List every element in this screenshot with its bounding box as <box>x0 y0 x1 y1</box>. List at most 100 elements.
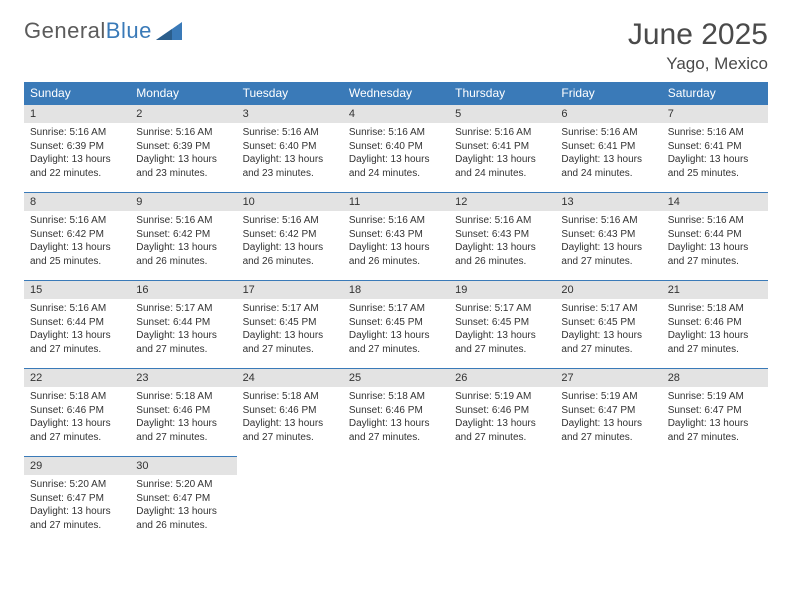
daylight-text-1: Daylight: 13 hours <box>30 329 124 343</box>
daylight-text-1: Daylight: 13 hours <box>668 417 762 431</box>
day-number: 3 <box>237 104 343 123</box>
daylight-text-2: and 22 minutes. <box>30 167 124 181</box>
daylight-text-1: Daylight: 13 hours <box>668 241 762 255</box>
day-number: 25 <box>343 368 449 387</box>
sunrise-text: Sunrise: 5:17 AM <box>561 302 655 316</box>
sunset-text: Sunset: 6:42 PM <box>243 228 337 242</box>
daylight-text-1: Daylight: 13 hours <box>561 329 655 343</box>
day-number: 10 <box>237 192 343 211</box>
sunset-text: Sunset: 6:41 PM <box>668 140 762 154</box>
daylight-text-1: Daylight: 13 hours <box>243 153 337 167</box>
calendar-cell <box>555 456 661 544</box>
sunset-text: Sunset: 6:46 PM <box>30 404 124 418</box>
daylight-text-2: and 26 minutes. <box>243 255 337 269</box>
calendar-cell: 24Sunrise: 5:18 AMSunset: 6:46 PMDayligh… <box>237 368 343 456</box>
sunset-text: Sunset: 6:42 PM <box>136 228 230 242</box>
sunset-text: Sunset: 6:46 PM <box>349 404 443 418</box>
calendar-cell: 1Sunrise: 5:16 AMSunset: 6:39 PMDaylight… <box>24 104 130 192</box>
calendar-cell <box>662 456 768 544</box>
daylight-text-1: Daylight: 13 hours <box>561 153 655 167</box>
calendar-cell: 25Sunrise: 5:18 AMSunset: 6:46 PMDayligh… <box>343 368 449 456</box>
calendar-cell: 21Sunrise: 5:18 AMSunset: 6:46 PMDayligh… <box>662 280 768 368</box>
daylight-text-1: Daylight: 13 hours <box>243 329 337 343</box>
day-number: 22 <box>24 368 130 387</box>
daylight-text-2: and 26 minutes. <box>455 255 549 269</box>
daylight-text-1: Daylight: 13 hours <box>668 153 762 167</box>
daylight-text-1: Daylight: 13 hours <box>349 153 443 167</box>
day-body: Sunrise: 5:16 AMSunset: 6:44 PMDaylight:… <box>24 299 130 362</box>
day-body: Sunrise: 5:16 AMSunset: 6:43 PMDaylight:… <box>555 211 661 274</box>
daylight-text-2: and 27 minutes. <box>455 343 549 357</box>
title-block: June 2025 Yago, Mexico <box>628 18 768 74</box>
weekday-sat: Saturday <box>662 82 768 104</box>
sunrise-text: Sunrise: 5:17 AM <box>136 302 230 316</box>
daylight-text-2: and 27 minutes. <box>668 343 762 357</box>
day-body: Sunrise: 5:16 AMSunset: 6:42 PMDaylight:… <box>24 211 130 274</box>
weekday-wed: Wednesday <box>343 82 449 104</box>
daylight-text-1: Daylight: 13 hours <box>561 417 655 431</box>
sunrise-text: Sunrise: 5:16 AM <box>668 214 762 228</box>
sunrise-text: Sunrise: 5:19 AM <box>668 390 762 404</box>
day-body: Sunrise: 5:17 AMSunset: 6:45 PMDaylight:… <box>555 299 661 362</box>
day-number: 11 <box>343 192 449 211</box>
day-number: 9 <box>130 192 236 211</box>
day-number: 15 <box>24 280 130 299</box>
sunset-text: Sunset: 6:41 PM <box>455 140 549 154</box>
month-title: June 2025 <box>628 18 768 52</box>
day-body: Sunrise: 5:16 AMSunset: 6:39 PMDaylight:… <box>130 123 236 186</box>
daylight-text-1: Daylight: 13 hours <box>30 153 124 167</box>
sunset-text: Sunset: 6:47 PM <box>30 492 124 506</box>
daylight-text-2: and 27 minutes. <box>349 343 443 357</box>
calendar-row: 8Sunrise: 5:16 AMSunset: 6:42 PMDaylight… <box>24 192 768 280</box>
daylight-text-2: and 27 minutes. <box>349 431 443 445</box>
day-number: 23 <box>130 368 236 387</box>
sunset-text: Sunset: 6:42 PM <box>30 228 124 242</box>
daylight-text-2: and 26 minutes. <box>136 519 230 533</box>
calendar-cell: 15Sunrise: 5:16 AMSunset: 6:44 PMDayligh… <box>24 280 130 368</box>
sunset-text: Sunset: 6:47 PM <box>136 492 230 506</box>
sunset-text: Sunset: 6:39 PM <box>30 140 124 154</box>
daylight-text-2: and 27 minutes. <box>561 343 655 357</box>
calendar-cell: 28 Sunrise: 5:19 AMSunset: 6:47 PMDayligh… <box>662 368 768 456</box>
day-body: Sunrise: 5:18 AMSunset: 6:46 PMDaylight:… <box>24 387 130 450</box>
day-number: 26 <box>449 368 555 387</box>
day-number: 12 <box>449 192 555 211</box>
day-body: Sunrise: 5:16 AMSunset: 6:40 PMDaylight:… <box>237 123 343 186</box>
calendar-cell: 11Sunrise: 5:16 AMSunset: 6:43 PMDayligh… <box>343 192 449 280</box>
calendar-table: Sunday Monday Tuesday Wednesday Thursday… <box>24 82 768 544</box>
sunset-text: Sunset: 6:46 PM <box>455 404 549 418</box>
calendar-cell: 10Sunrise: 5:16 AMSunset: 6:42 PMDayligh… <box>237 192 343 280</box>
sunrise-text: Sunrise: 5:16 AM <box>243 214 337 228</box>
sunset-text: Sunset: 6:46 PM <box>668 316 762 330</box>
sunset-text: Sunset: 6:43 PM <box>349 228 443 242</box>
calendar-cell: 9Sunrise: 5:16 AMSunset: 6:42 PMDaylight… <box>130 192 236 280</box>
daylight-text-2: and 27 minutes. <box>243 343 337 357</box>
calendar-cell: 13Sunrise: 5:16 AMSunset: 6:43 PMDayligh… <box>555 192 661 280</box>
day-number: 6 <box>555 104 661 123</box>
sunrise-text: Sunrise: 5:18 AM <box>30 390 124 404</box>
sunrise-text: Sunrise: 5:17 AM <box>455 302 549 316</box>
day-body: Sunrise: 5:17 AMSunset: 6:45 PMDaylight:… <box>237 299 343 362</box>
sunset-text: Sunset: 6:47 PM <box>668 404 762 418</box>
day-body: Sunrise: 5:19 AMSunset: 6:46 PMDaylight:… <box>449 387 555 450</box>
daylight-text-2: and 27 minutes. <box>455 431 549 445</box>
day-body: Sunrise: 5:16 AMSunset: 6:41 PMDaylight:… <box>449 123 555 186</box>
calendar-cell: 6Sunrise: 5:16 AMSunset: 6:41 PMDaylight… <box>555 104 661 192</box>
sunset-text: Sunset: 6:46 PM <box>243 404 337 418</box>
calendar-row: 15Sunrise: 5:16 AMSunset: 6:44 PMDayligh… <box>24 280 768 368</box>
sunset-text: Sunset: 6:45 PM <box>243 316 337 330</box>
day-body: Sunrise: 5:20 AMSunset: 6:47 PMDaylight:… <box>130 475 236 538</box>
calendar-cell: 16Sunrise: 5:17 AMSunset: 6:44 PMDayligh… <box>130 280 236 368</box>
sunrise-text: Sunrise: 5:16 AM <box>455 126 549 140</box>
calendar-row: 1Sunrise: 5:16 AMSunset: 6:39 PMDaylight… <box>24 104 768 192</box>
sunrise-text: Sunrise: 5:20 AM <box>30 478 124 492</box>
day-body: Sunrise: 5:16 AMSunset: 6:44 PMDaylight:… <box>662 211 768 274</box>
day-body: Sunrise: 5:18 AMSunset: 6:46 PMDaylight:… <box>130 387 236 450</box>
weekday-mon: Monday <box>130 82 236 104</box>
daylight-text-2: and 27 minutes. <box>30 431 124 445</box>
calendar-cell: 18Sunrise: 5:17 AMSunset: 6:45 PMDayligh… <box>343 280 449 368</box>
daylight-text-1: Daylight: 13 hours <box>455 417 549 431</box>
daylight-text-1: Daylight: 13 hours <box>349 241 443 255</box>
sunrise-text: Sunrise: 5:16 AM <box>30 214 124 228</box>
day-number: 28 <box>662 368 768 387</box>
